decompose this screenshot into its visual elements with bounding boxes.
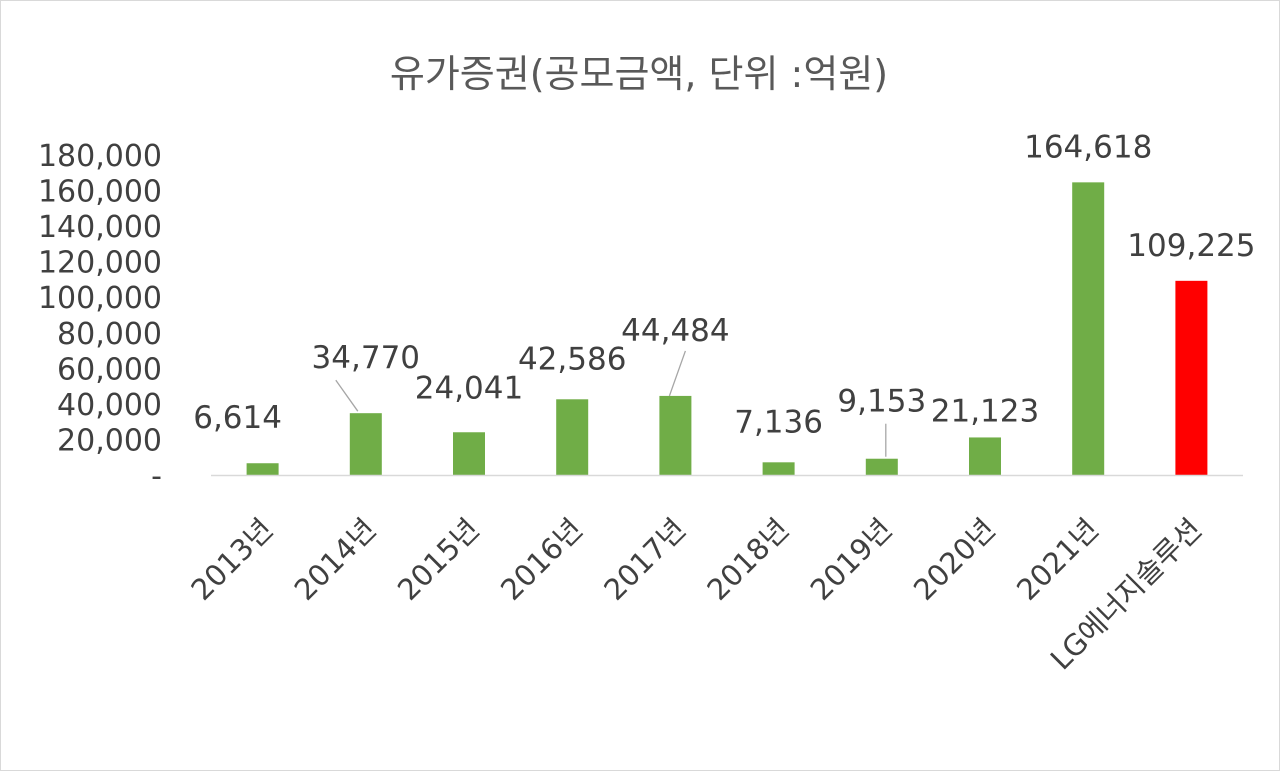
data-label: 9,153: [837, 384, 926, 420]
leader-line: [335, 379, 359, 412]
y-axis: -20,00040,00060,00080,000100,000120,0001…: [38, 139, 162, 494]
leader-lines: [335, 350, 887, 457]
x-tick-label: 2016년: [494, 512, 589, 607]
bar: [969, 437, 1001, 475]
data-label: 164,618: [1024, 129, 1152, 165]
x-tick-label: 2013년: [184, 512, 279, 607]
y-tick-label: 180,000: [38, 139, 162, 174]
y-tick-label: 40,000: [57, 388, 162, 423]
bar: [1072, 182, 1105, 476]
y-tick-label: 160,000: [38, 175, 162, 210]
x-tick-label: 2015년: [391, 512, 486, 607]
bar: [349, 413, 382, 475]
bars: [246, 182, 1208, 476]
chart-title: 유가증권(공모금액, 단위 :억원): [390, 52, 888, 96]
data-label: 109,225: [1127, 228, 1255, 264]
data-label: 42,586: [518, 341, 626, 377]
y-tick-label: 60,000: [57, 352, 162, 387]
y-tick-label: 20,000: [57, 423, 162, 458]
y-tick-label: 100,000: [38, 281, 162, 316]
x-tick-label: 2017년: [597, 512, 692, 607]
x-tick-label: 2014년: [288, 512, 383, 607]
bar: [556, 399, 589, 475]
bar: [659, 395, 692, 475]
x-tick-label: 2019년: [804, 512, 899, 607]
bar: [865, 458, 898, 475]
data-label: 44,484: [621, 313, 729, 349]
data-label: 24,041: [415, 370, 523, 406]
data-label: 21,123: [931, 393, 1039, 429]
x-tick-label: 2021년: [1010, 512, 1105, 607]
y-tick-label: 140,000: [38, 210, 162, 245]
y-tick-label: -: [151, 459, 162, 494]
bar: [246, 463, 279, 475]
y-tick-label: 80,000: [57, 317, 162, 352]
x-axis: 2013년 2014년 2015년 2016년 2017년 2018년 2019년 2020년…: [184, 512, 1208, 677]
leader-line: [668, 350, 687, 397]
x-tick-label: 2018년: [700, 512, 795, 607]
y-tick-label: 120,000: [38, 246, 162, 281]
data-label: 7,136: [734, 404, 823, 440]
bar: [453, 432, 485, 475]
bar: [1175, 280, 1208, 475]
bar: [762, 462, 795, 475]
data-label: 6,614: [193, 400, 282, 436]
x-tick-label: 2020년: [907, 512, 1002, 607]
data-label: 34,770: [312, 340, 420, 376]
